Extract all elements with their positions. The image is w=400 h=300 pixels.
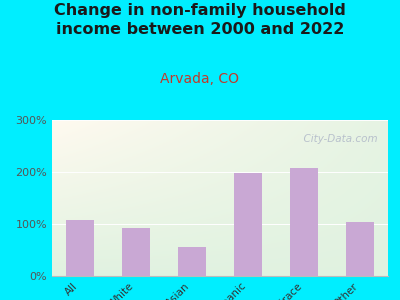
Bar [122,228,150,276]
Text: City-Data.com: City-Data.com [297,134,378,144]
Text: Arvada, CO: Arvada, CO [160,72,240,86]
Bar [234,173,262,276]
Bar [66,220,94,276]
Bar [346,222,374,276]
Bar [178,248,206,276]
Bar [290,168,318,276]
Text: Change in non-family household
income between 2000 and 2022: Change in non-family household income be… [54,3,346,37]
